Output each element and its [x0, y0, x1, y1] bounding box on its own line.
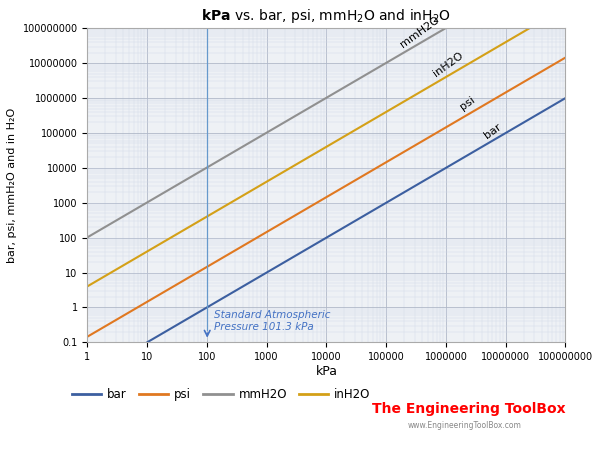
X-axis label: kPa: kPa [316, 365, 337, 378]
Text: www.EngineeringToolBox.com: www.EngineeringToolBox.com [408, 421, 522, 430]
inH2O [133, 255, 140, 261]
Line: psi: psi [88, 57, 565, 337]
Legend: bar, psi, mmH2O, inH2O: bar, psi, mmH2O, inH2O [67, 383, 376, 406]
Title: $\bf{kPa}$ vs. bar, psi, mmH$_2$O and inH$_2$O: $\bf{kPa}$ vs. bar, psi, mmH$_2$O and in… [202, 7, 451, 25]
bar [457, 157, 464, 162]
bar [277, 261, 284, 267]
psi [465, 111, 472, 117]
Line: mmH2O: mmH2O [88, 0, 565, 237]
inH2O [562, 4, 569, 10]
Text: Standard Atmospheric
Pressure 101.3 kPa: Standard Atmospheric Pressure 101.3 kPa [214, 310, 330, 331]
Line: inH2O: inH2O [88, 7, 565, 286]
psi [133, 306, 140, 311]
bar [133, 346, 140, 352]
Text: The Engineering ToolBox: The Engineering ToolBox [372, 402, 566, 416]
inH2O [295, 161, 302, 166]
psi [457, 116, 464, 122]
psi [277, 221, 284, 227]
mmH2O [457, 17, 464, 23]
inH2O [465, 61, 472, 66]
Text: psi: psi [458, 94, 477, 112]
bar [295, 251, 302, 257]
psi [562, 55, 569, 60]
mmH2O [133, 206, 140, 212]
psi [84, 334, 91, 339]
inH2O [412, 92, 419, 97]
bar [412, 183, 419, 188]
psi [295, 211, 302, 217]
mmH2O [295, 111, 302, 117]
Line: bar: bar [88, 98, 565, 377]
mmH2O [84, 235, 91, 240]
inH2O [457, 66, 464, 71]
bar [465, 152, 472, 157]
mmH2O [465, 12, 472, 17]
bar [562, 95, 569, 101]
Text: bar: bar [482, 122, 503, 141]
Text: inH2O: inH2O [431, 51, 464, 79]
bar [84, 375, 91, 380]
Y-axis label: bar, psi, mmH₂O and in H₂O: bar, psi, mmH₂O and in H₂O [7, 108, 17, 263]
inH2O [277, 171, 284, 176]
psi [412, 142, 419, 148]
inH2O [84, 283, 91, 289]
mmH2O [412, 43, 419, 48]
Text: mmH2O: mmH2O [398, 14, 442, 49]
mmH2O [277, 122, 284, 127]
